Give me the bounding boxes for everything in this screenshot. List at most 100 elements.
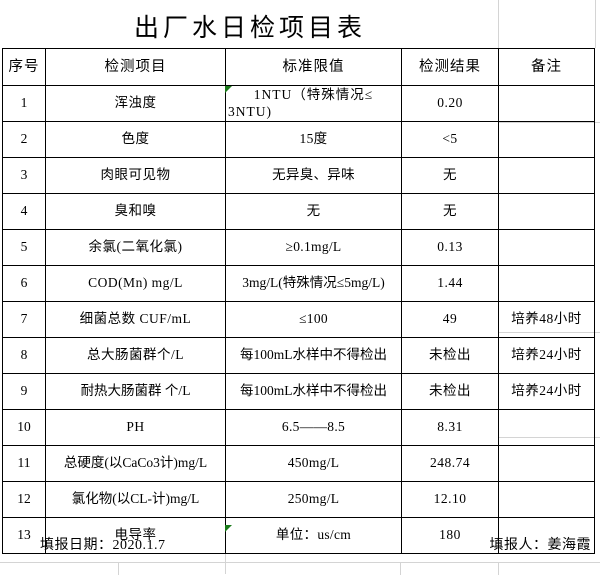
grid-line-horizontal (0, 562, 600, 563)
cell-remark (498, 409, 595, 446)
cell-limit: 15度 (225, 121, 402, 158)
cell-remark (498, 481, 595, 518)
cell-limit: ≥0.1mg/L (225, 229, 402, 266)
column-header-no: 序号 (2, 48, 46, 86)
cell-remark (498, 265, 595, 302)
cell-result: 248.74 (401, 445, 499, 482)
cell-remark (498, 193, 595, 230)
cell-limit: 6.5——8.5 (225, 409, 402, 446)
cell-remark (498, 445, 595, 482)
cell-remark (498, 517, 595, 554)
cell-limit-line2: 3NTU) (228, 103, 272, 119)
column-header-result: 检测结果 (401, 48, 499, 86)
cell-limit: 每100mL水样中不得检出 (225, 373, 402, 410)
comment-marker-icon (225, 525, 232, 532)
table-row[interactable]: 5 余氯(二氧化氯) ≥0.1mg/L 0.13 (2, 229, 595, 266)
cell-limit: 单位：us/cm (225, 517, 402, 554)
cell-limit: 无 (225, 193, 402, 230)
cell-result: 12.10 (401, 481, 499, 518)
water-test-table: 序号 检测项目 标准限值 检测结果 备注 1 浑浊度 1NTU（特殊情况≤ 3NT… (2, 48, 595, 554)
cell-item: 耐热大肠菌群 个/L (45, 373, 226, 410)
table-row[interactable]: 3 肉眼可见物 无异臭、异味 无 (2, 157, 595, 194)
footer-row: 填报日期：2020.1.7 填报人：姜海霞 (2, 525, 595, 562)
cell-result: 无 (401, 157, 499, 194)
filing-date: 填报日期：2020.1.7 (40, 537, 166, 553)
cell-item: 总硬度(以CaCo3计)mg/L (45, 445, 226, 482)
cell-no: 9 (2, 373, 46, 410)
cell-item: 氯化物(以CL-计)mg/L (45, 481, 226, 518)
cell-result: <5 (401, 121, 499, 158)
cell-no: 6 (2, 265, 46, 302)
cell-limit: ≤100 (225, 301, 402, 338)
cell-no: 11 (2, 445, 46, 482)
table-row[interactable]: 9 耐热大肠菌群 个/L 每100mL水样中不得检出 未检出 培养24小时 (2, 373, 595, 410)
cell-result: 无 (401, 193, 499, 230)
filing-person: 填报人：姜海霞 (489, 537, 591, 553)
grid-line-vertical (498, 562, 499, 575)
grid-line-vertical (118, 562, 119, 575)
page-title: 出厂水日检项目表 (133, 15, 366, 42)
cell-limit: 3mg/L(特殊情况≤5mg/L) (225, 265, 402, 302)
cell-item: 肉眼可见物 (45, 157, 226, 194)
cell-item: PH (45, 409, 226, 446)
table-row[interactable]: 8 总大肠菌群个/L 每100mL水样中不得检出 未检出 培养24小时 (2, 337, 595, 374)
cell-item: COD(Mn) mg/L (45, 265, 226, 302)
table-row[interactable]: 6 COD(Mn) mg/L 3mg/L(特殊情况≤5mg/L) 1.44 (2, 265, 595, 302)
cell-no: 10 (2, 409, 46, 446)
cell-remark (498, 229, 595, 266)
cell-item: 臭和嗅 (45, 193, 226, 230)
grid-line-vertical (498, 0, 499, 48)
cell-no: 1 (2, 85, 46, 122)
column-header-item: 检测项目 (45, 48, 226, 86)
cell-limit-line1: 1NTU（特殊情况≤ (253, 86, 374, 102)
table-row[interactable]: 4 臭和嗅 无 无 (2, 193, 595, 230)
cell-no: 5 (2, 229, 46, 266)
table-row[interactable]: 10 PH 6.5——8.5 8.31 (2, 409, 595, 446)
cell-result: 0.20 (401, 85, 499, 122)
column-header-limit: 标准限值 (225, 48, 402, 86)
cell-no: 3 (2, 157, 46, 194)
cell-result: 8.31 (401, 409, 499, 446)
cell-result: 0.13 (401, 229, 499, 266)
cell-item: 细菌总数 CUF/mL (45, 301, 226, 338)
cell-result: 49 (401, 301, 499, 338)
cell-remark (498, 121, 595, 158)
cell-item: 色度 (45, 121, 226, 158)
cell-limit: 无异臭、异味 (225, 157, 402, 194)
cell-limit: 450mg/L (225, 445, 402, 482)
cell-result: 未检出 (401, 373, 499, 410)
table-row[interactable]: 13 电导率 单位：us/cm 180 (2, 517, 595, 554)
cell-no: 12 (2, 481, 46, 518)
cell-remark (498, 157, 595, 194)
page-title-container: 出厂水日检项目表 (0, 8, 500, 44)
cell-item: 浑浊度 (45, 85, 226, 122)
grid-line-vertical (400, 562, 401, 575)
cell-result: 未检出 (401, 337, 499, 374)
table-row[interactable]: 1 浑浊度 1NTU（特殊情况≤ 3NTU) 0.20 (2, 85, 595, 122)
table-row[interactable]: 11 总硬度(以CaCo3计)mg/L 450mg/L 248.74 (2, 445, 595, 482)
table-row[interactable]: 7 细菌总数 CUF/mL ≤100 49 培养48小时 (2, 301, 595, 338)
cell-remark: 培养24小时 (498, 337, 595, 374)
cell-limit: 每100mL水样中不得检出 (225, 337, 402, 374)
table-row[interactable]: 2 色度 15度 <5 (2, 121, 595, 158)
grid-line-vertical (595, 0, 596, 48)
cell-no: 2 (2, 121, 46, 158)
cell-remark: 培养48小时 (498, 301, 595, 338)
cell-result: 180 (401, 517, 499, 554)
cell-no: 7 (2, 301, 46, 338)
table-header-row: 序号 检测项目 标准限值 检测结果 备注 (2, 48, 595, 86)
table-row[interactable]: 12 氯化物(以CL-计)mg/L 250mg/L 12.10 (2, 481, 595, 518)
cell-item: 余氯(二氧化氯) (45, 229, 226, 266)
cell-no: 8 (2, 337, 46, 374)
cell-item: 总大肠菌群个/L (45, 337, 226, 374)
comment-marker-icon (225, 86, 232, 93)
cell-item: 电导率 (45, 517, 226, 554)
cell-no: 4 (2, 193, 46, 230)
cell-remark: 培养24小时 (498, 373, 595, 410)
cell-limit: 250mg/L (225, 481, 402, 518)
column-header-remark: 备注 (498, 48, 595, 86)
cell-remark (498, 85, 595, 122)
cell-limit: 1NTU（特殊情况≤ 3NTU) (225, 85, 402, 122)
cell-result: 1.44 (401, 265, 499, 302)
